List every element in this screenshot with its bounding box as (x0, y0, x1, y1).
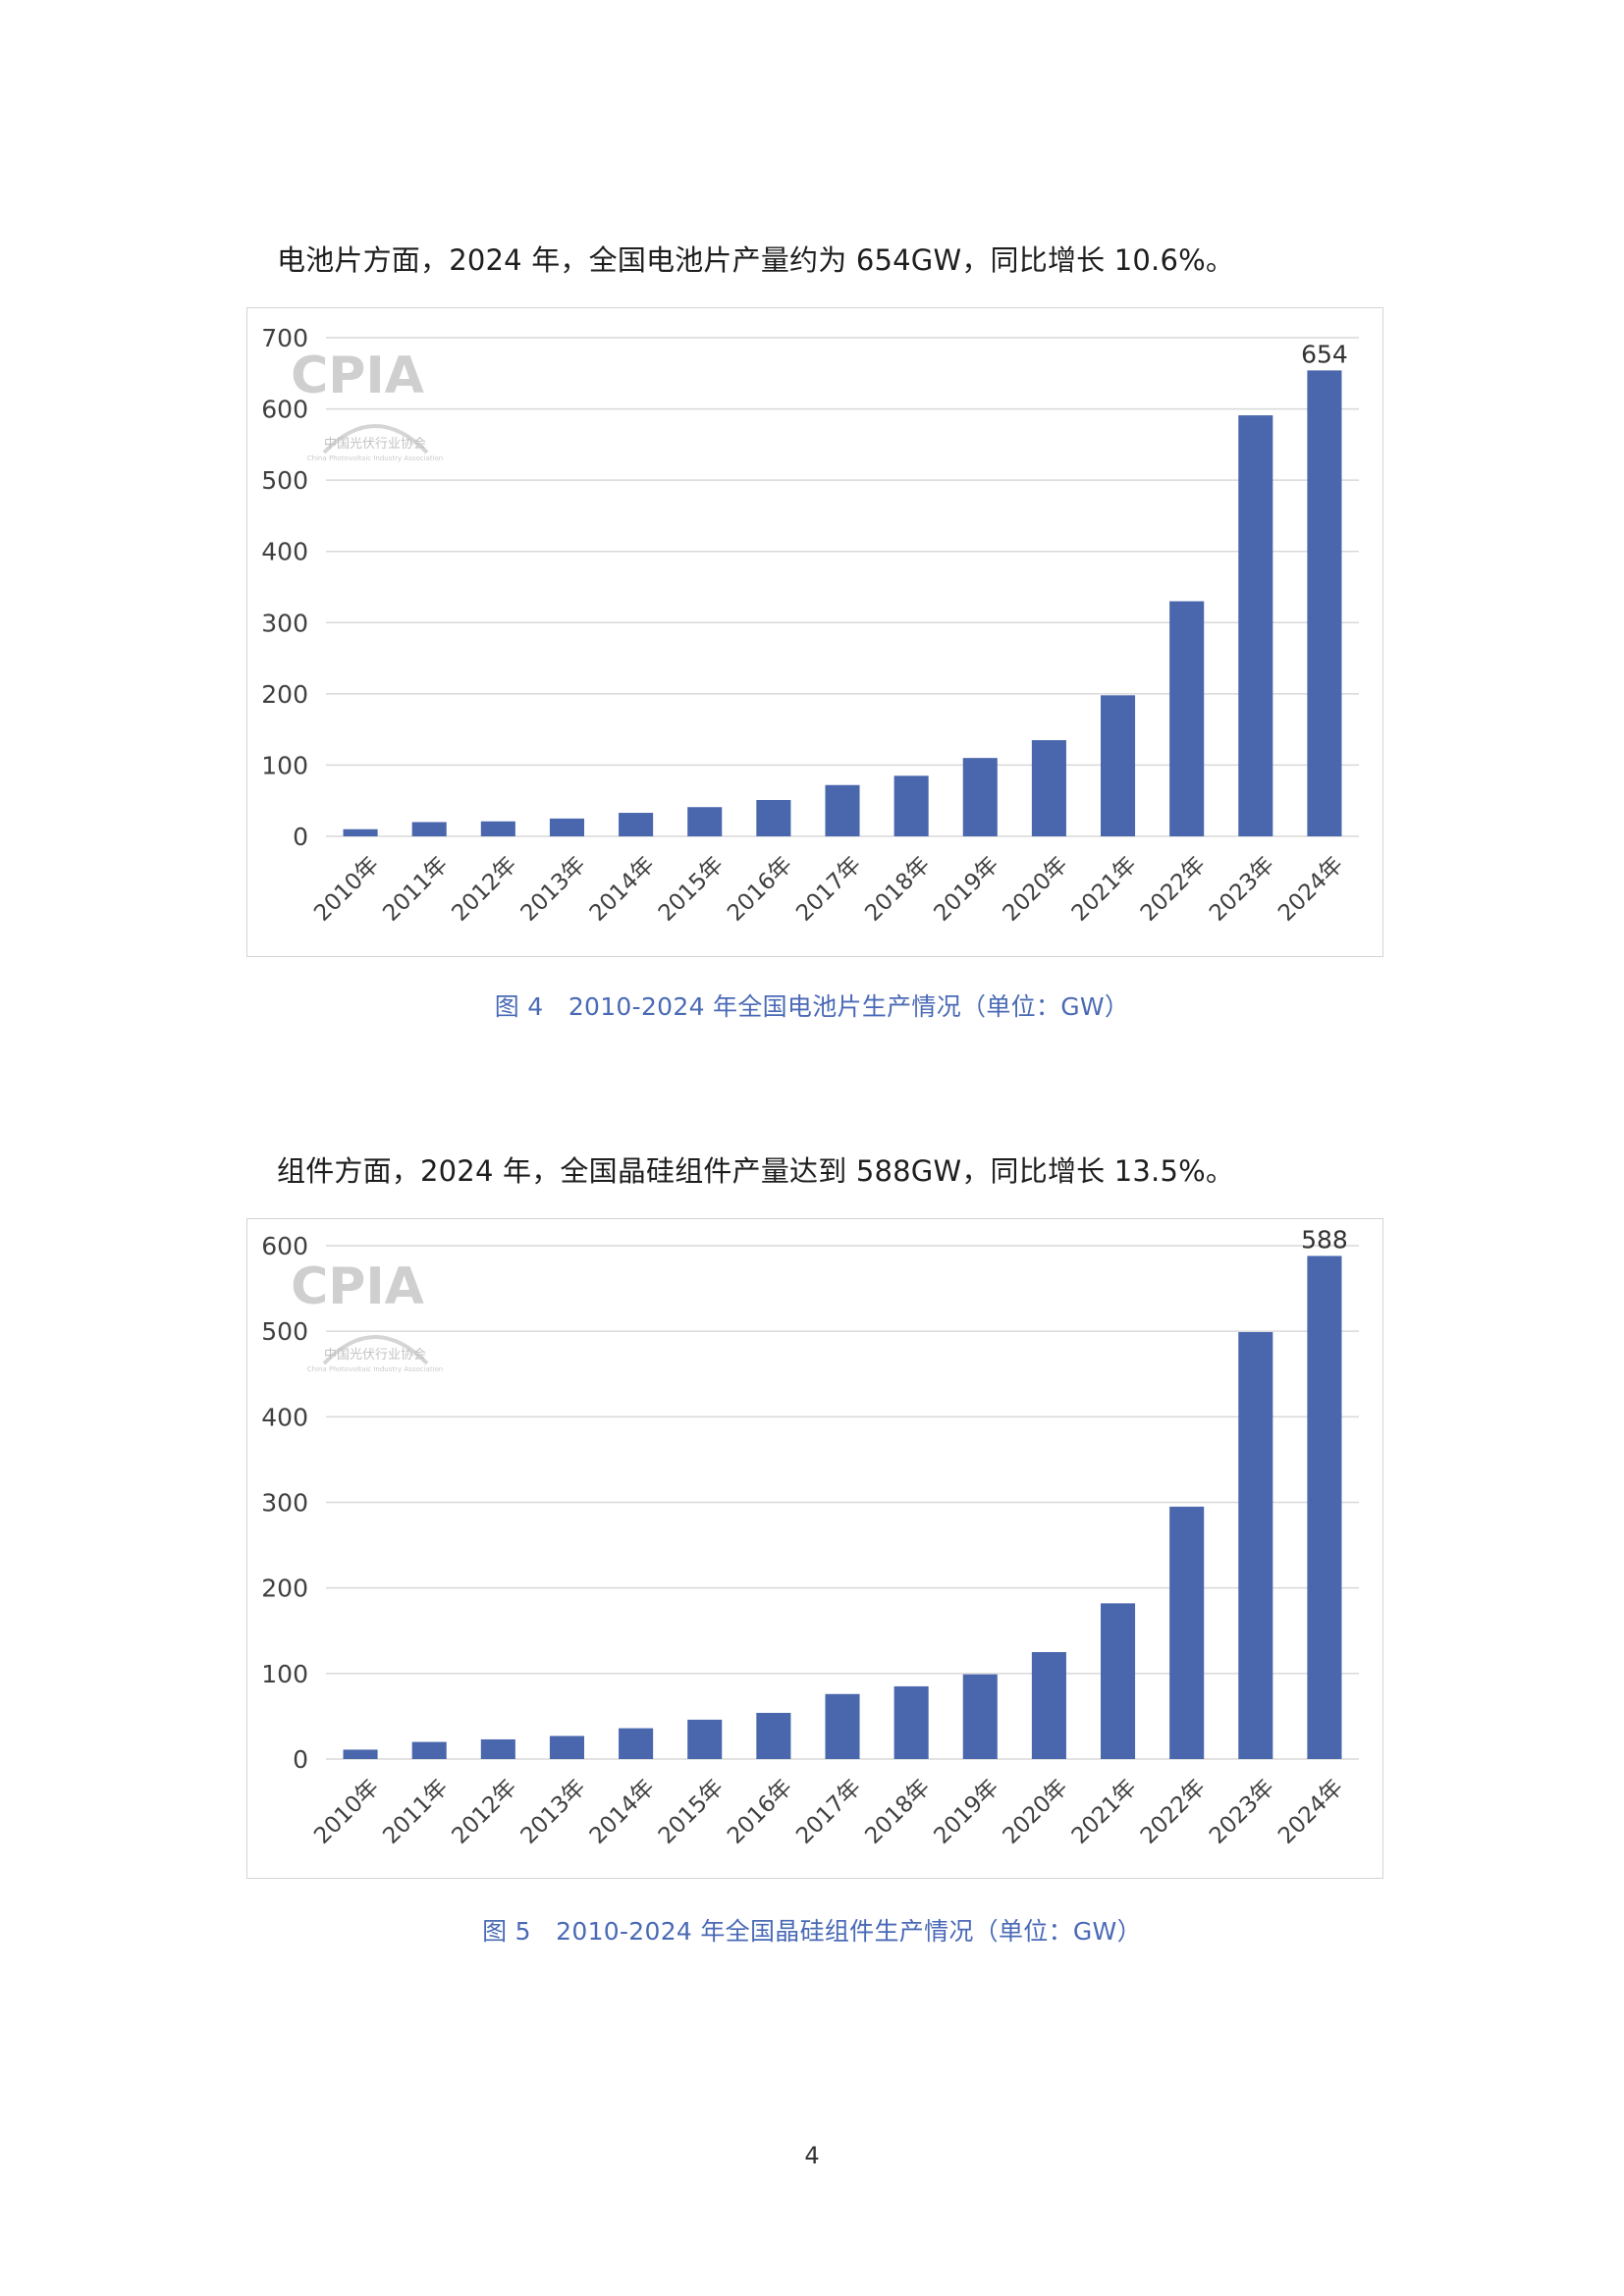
y-tick-label: 300 (261, 609, 308, 637)
data-label: 654 (1301, 340, 1348, 368)
watermark-name-en: China Photovoltaic Industry Association (307, 454, 444, 462)
watermark-logo: CPIA (291, 1257, 424, 1316)
x-tick-label: 2022年 (1136, 1775, 1211, 1849)
x-tick-label: 2020年 (999, 1775, 1073, 1849)
y-tick-label: 600 (261, 1232, 308, 1260)
bar (619, 1728, 654, 1759)
watermark-logo: CPIA (291, 347, 424, 405)
y-tick-label: 100 (261, 1660, 308, 1688)
page-number: 4 (804, 2142, 820, 2169)
bar (825, 784, 860, 836)
x-tick-label: 2010年 (309, 852, 384, 927)
x-tick-label: 2018年 (860, 852, 935, 927)
paragraph-module-production: 组件方面，2024 年，全国晶硅组件产量达到 588GW，同比增长 13.5%。 (277, 1154, 1235, 1188)
x-tick-label: 2016年 (723, 852, 797, 927)
bar (343, 828, 378, 836)
watermark-arc (322, 424, 429, 454)
bar (756, 1712, 791, 1759)
bar (893, 1685, 929, 1759)
x-tick-label: 2012年 (448, 1775, 522, 1849)
chart-cell-production-svg: CPIA 中国光伏行业协会 China Photovoltaic Industr… (261, 324, 1359, 927)
bar (756, 799, 791, 836)
y-tick-label: 400 (261, 1403, 308, 1431)
y-tick-label: 600 (261, 396, 308, 424)
bar (343, 1749, 378, 1759)
figure-caption-5: 图 5 2010-2024 年全国晶硅组件生产情况（单位：GW） (482, 1917, 1142, 1946)
y-tick-label: 700 (261, 324, 308, 352)
y-tick-label: 500 (261, 1317, 308, 1346)
x-tick-label: 2011年 (378, 1775, 453, 1849)
y-tick-label: 400 (261, 538, 308, 566)
y-tick-label: 200 (261, 1575, 308, 1603)
bar (1169, 1506, 1205, 1759)
bar (1307, 370, 1342, 836)
watermark-name-cn: 中国光伏行业协会 (324, 1348, 426, 1362)
y-tick-label: 0 (293, 823, 308, 851)
y-tick-label: 300 (261, 1489, 308, 1518)
x-tick-label: 2024年 (1273, 1775, 1348, 1849)
bar (893, 775, 929, 836)
x-tick-label: 2019年 (929, 852, 1003, 927)
x-tick-label: 2021年 (1067, 1775, 1142, 1849)
paragraph-cell-production: 电池片方面，2024 年，全国电池片产量约为 654GW，同比增长 10.6%。 (277, 243, 1235, 277)
bar (619, 813, 654, 836)
y-tick-label: 200 (261, 680, 308, 709)
x-tick-label: 2014年 (585, 1775, 660, 1849)
x-tick-label: 2010年 (309, 1775, 384, 1849)
bar (825, 1693, 860, 1759)
x-tick-label: 2014年 (585, 852, 660, 927)
x-tick-label: 2021年 (1067, 852, 1142, 927)
x-tick-label: 2020年 (999, 852, 1073, 927)
bar (1101, 695, 1136, 836)
bar (1307, 1255, 1342, 1759)
bar (1031, 1652, 1066, 1759)
x-tick-label: 2017年 (791, 852, 866, 927)
chart-module-production: CPIA 中国光伏行业协会 China Photovoltaic Industr… (246, 1218, 1383, 1879)
bar (549, 1735, 584, 1759)
bar (480, 821, 515, 836)
bar (549, 818, 584, 836)
x-tick-label: 2012年 (448, 852, 522, 927)
bar (687, 807, 723, 836)
watermark-arc (322, 1335, 429, 1365)
x-tick-label: 2016年 (723, 1775, 797, 1849)
x-tick-label: 2017年 (791, 1775, 866, 1849)
watermark-name-cn: 中国光伏行业协会 (324, 437, 426, 452)
bar (480, 1738, 515, 1759)
watermark: CPIA 中国光伏行业协会 China Photovoltaic Industr… (291, 1257, 443, 1373)
bar (1238, 1332, 1273, 1759)
x-tick-label: 2023年 (1205, 852, 1279, 927)
plot-area: 01002003004005006002010年2011年2012年2013年2… (261, 1225, 1359, 1849)
bar (1169, 601, 1205, 836)
x-tick-label: 2019年 (929, 1775, 1003, 1849)
figure-caption-4: 图 4 2010-2024 年全国电池片生产情况（单位：GW） (494, 992, 1130, 1021)
bar (687, 1719, 723, 1759)
chart-module-production-svg: CPIA 中国光伏行业协会 China Photovoltaic Industr… (261, 1225, 1359, 1849)
bar (411, 1741, 447, 1759)
x-tick-label: 2024年 (1273, 852, 1348, 927)
x-tick-label: 2022年 (1136, 852, 1211, 927)
bar (1031, 740, 1066, 836)
x-tick-label: 2013年 (516, 852, 591, 927)
bar (1238, 415, 1273, 836)
bar (962, 1674, 998, 1759)
x-tick-label: 2015年 (654, 1775, 729, 1849)
x-tick-label: 2013年 (516, 1775, 591, 1849)
watermark-name-en: China Photovoltaic Industry Association (307, 1365, 444, 1373)
bar (962, 758, 998, 836)
x-tick-label: 2015年 (654, 852, 729, 927)
y-tick-label: 500 (261, 466, 308, 495)
x-tick-label: 2018年 (860, 1775, 935, 1849)
plot-area: 01002003004005006007002010年2011年2012年201… (261, 324, 1359, 927)
data-label: 588 (1301, 1225, 1348, 1254)
y-tick-label: 100 (261, 751, 308, 779)
bar (411, 822, 447, 836)
y-tick-label: 0 (293, 1745, 308, 1774)
chart-cell-production: CPIA 中国光伏行业协会 China Photovoltaic Industr… (246, 307, 1383, 957)
watermark: CPIA 中国光伏行业协会 China Photovoltaic Industr… (291, 347, 443, 462)
x-tick-label: 2023年 (1205, 1775, 1279, 1849)
x-tick-label: 2011年 (378, 852, 453, 927)
bar (1101, 1603, 1136, 1759)
